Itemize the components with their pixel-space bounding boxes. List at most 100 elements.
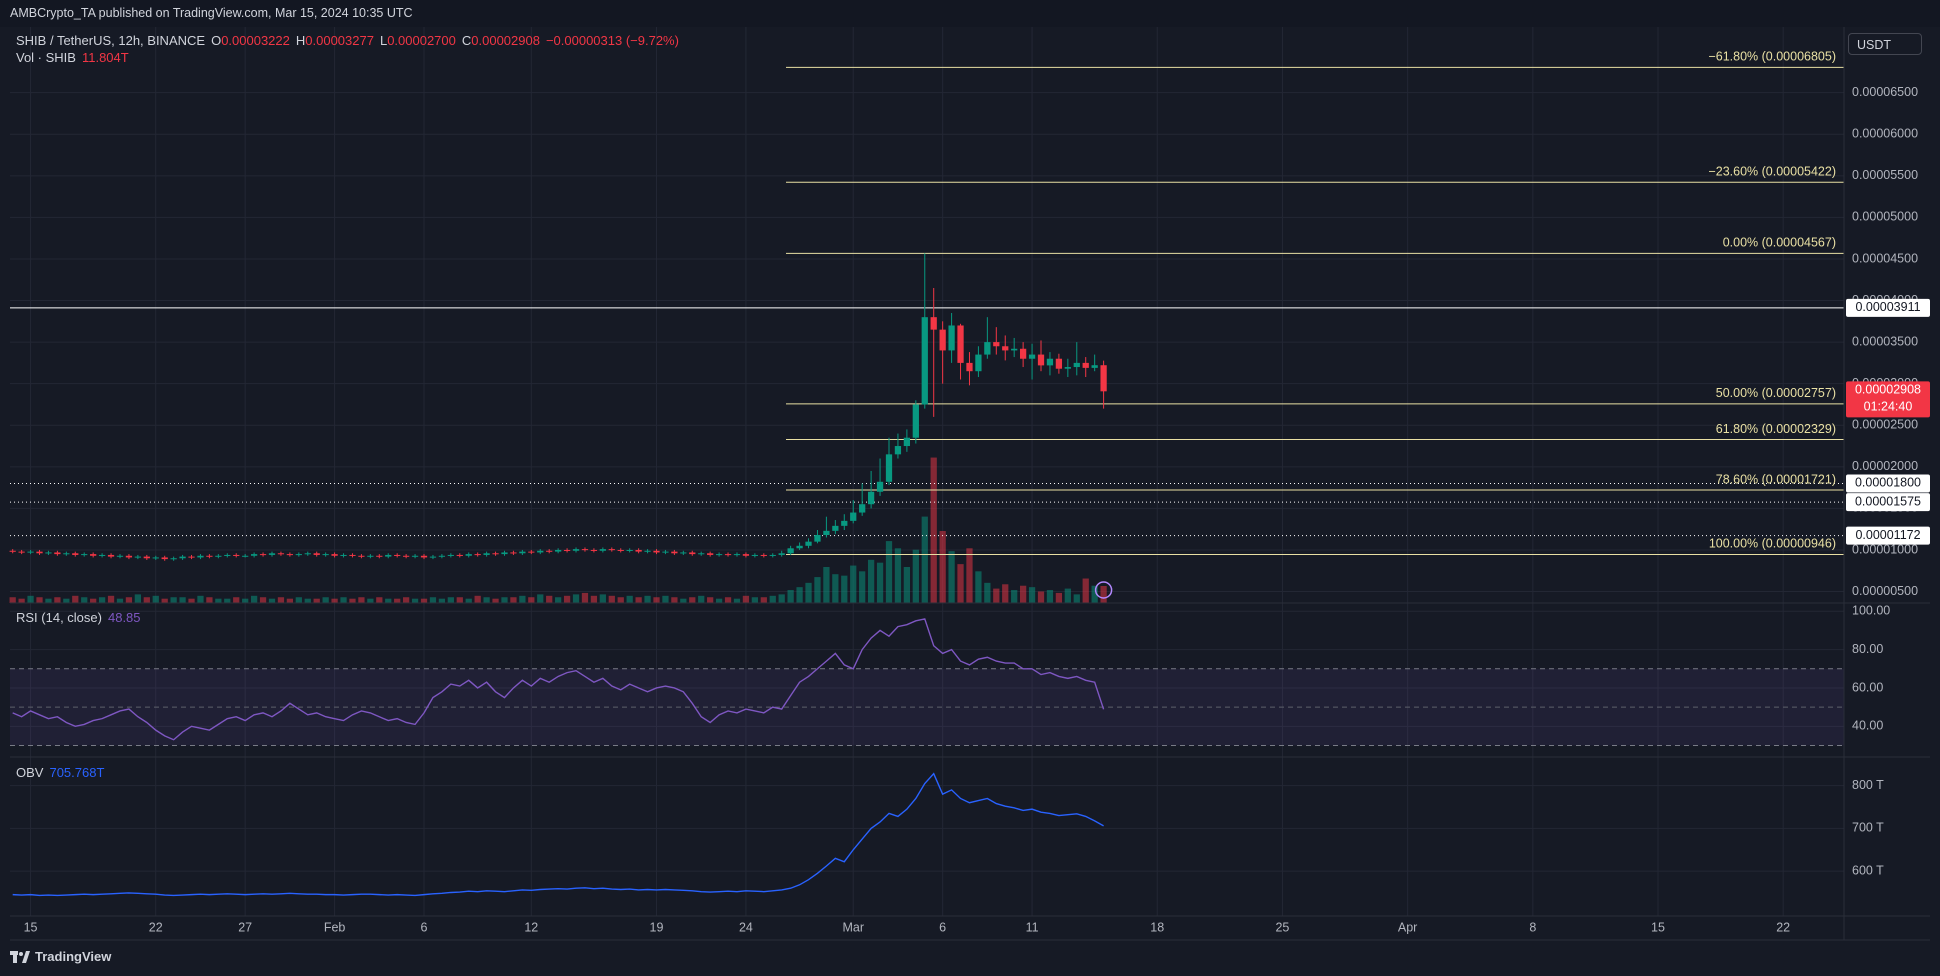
volume-bar: [787, 590, 794, 603]
candle-body: [134, 556, 141, 558]
candle-body: [125, 555, 133, 558]
candle-body: [331, 554, 338, 556]
volume-bar: [724, 597, 732, 603]
candle-body: [760, 554, 767, 556]
candle-body: [644, 550, 651, 552]
volume-bar: [1064, 588, 1071, 603]
header-text: AMBCrypto_TA published on TradingView.co…: [10, 6, 413, 20]
currency-button[interactable]: USDT: [1848, 33, 1922, 55]
candle-body: [98, 554, 106, 556]
volume-bar: [465, 598, 472, 603]
candle-body: [358, 555, 365, 557]
volume-bar: [921, 516, 928, 603]
last-price-label: 0.00002908: [1855, 383, 1921, 397]
volume-bar: [501, 597, 508, 603]
candle-body: [197, 555, 204, 558]
volume-bar: [206, 597, 213, 603]
ohlc-key: C: [461, 33, 472, 48]
level-price-label: 0.00001575: [1855, 494, 1921, 508]
y-tick-label: 0.00004500: [1852, 251, 1918, 265]
candle-body: [563, 549, 571, 551]
candle-body: [376, 555, 383, 557]
volume-name: Vol · SHIB: [16, 50, 76, 65]
candle-body: [286, 554, 294, 556]
volume-bar: [125, 597, 133, 603]
candle-body: [90, 554, 97, 556]
level-price-label: 0.00001800: [1855, 476, 1921, 490]
volume-bar: [72, 595, 79, 603]
candle-body: [483, 553, 490, 555]
y-tick-label: 0.00001000: [1852, 542, 1918, 556]
ohlc-value: 0.00002700: [387, 33, 456, 48]
fib-label: 50.00% (0.00002757): [1716, 386, 1836, 400]
volume-bar: [474, 595, 481, 603]
candle-body: [876, 481, 884, 492]
candle-body: [885, 454, 893, 482]
volume-bar: [680, 598, 687, 603]
candle-body: [233, 554, 240, 556]
volume-bar: [331, 598, 338, 603]
candle-body: [501, 552, 508, 555]
ohlc-value: 0.00003277: [305, 33, 374, 48]
candle-body: [438, 555, 446, 557]
candle-body: [152, 557, 159, 559]
volume-bar: [850, 565, 857, 603]
last-price-box: [1846, 381, 1930, 418]
candle-body: [179, 556, 186, 559]
candle-body: [81, 554, 88, 556]
y-tick-label: 80.00: [1852, 642, 1883, 656]
x-tick-label: 22: [149, 920, 163, 934]
volume-bar: [1011, 590, 1018, 603]
volume-bar: [823, 567, 830, 603]
candle-body: [188, 556, 195, 558]
y-tick-label: 0.00003500: [1852, 334, 1918, 348]
candle-body: [528, 551, 535, 553]
volume-bar: [581, 592, 589, 603]
volume-bar: [385, 598, 392, 603]
volume-bar: [304, 598, 311, 603]
candle-body: [715, 554, 723, 556]
volume-bar: [456, 597, 463, 603]
candle-body: [939, 329, 946, 351]
candle-body: [403, 555, 410, 557]
candle-body: [349, 554, 356, 556]
candle-body: [662, 551, 669, 553]
volume-bar: [671, 597, 678, 603]
volume-bar: [170, 597, 177, 603]
volume-bar: [107, 595, 115, 603]
candle-body: [680, 552, 687, 554]
ohlc-c: C0.00002908: [462, 33, 540, 48]
candle-body: [9, 550, 16, 552]
candle-body: [984, 342, 991, 355]
candle-body: [429, 556, 437, 558]
candle-body: [850, 512, 857, 521]
candle-body: [340, 554, 347, 556]
line: [12, 618, 1105, 741]
volume-bar: [930, 457, 937, 603]
volume-bar: [54, 597, 61, 603]
candle-body: [447, 554, 454, 556]
candle-body: [957, 325, 964, 363]
candle-body: [742, 554, 750, 556]
volume-bar: [859, 571, 866, 603]
volume-bar: [295, 597, 302, 603]
volume-bar: [358, 597, 365, 603]
candle-body: [1019, 348, 1027, 359]
volume-bar: [653, 597, 660, 603]
candle-body: [626, 549, 633, 551]
footer: TradingView: [10, 949, 111, 964]
volume-bar: [429, 597, 437, 603]
candle-body: [45, 552, 52, 554]
volume-bar: [197, 595, 204, 603]
candle-body: [903, 437, 911, 447]
candle-body: [313, 553, 320, 555]
candle-body: [420, 555, 428, 558]
y-tick-label: 0.00005000: [1852, 210, 1918, 224]
candle-body: [948, 325, 955, 351]
candle-body: [966, 362, 973, 372]
fib-label: 0.00% (0.00004567): [1723, 236, 1836, 250]
candle-body: [63, 553, 70, 555]
candle-body: [215, 555, 222, 557]
volume-bar: [993, 588, 1000, 603]
